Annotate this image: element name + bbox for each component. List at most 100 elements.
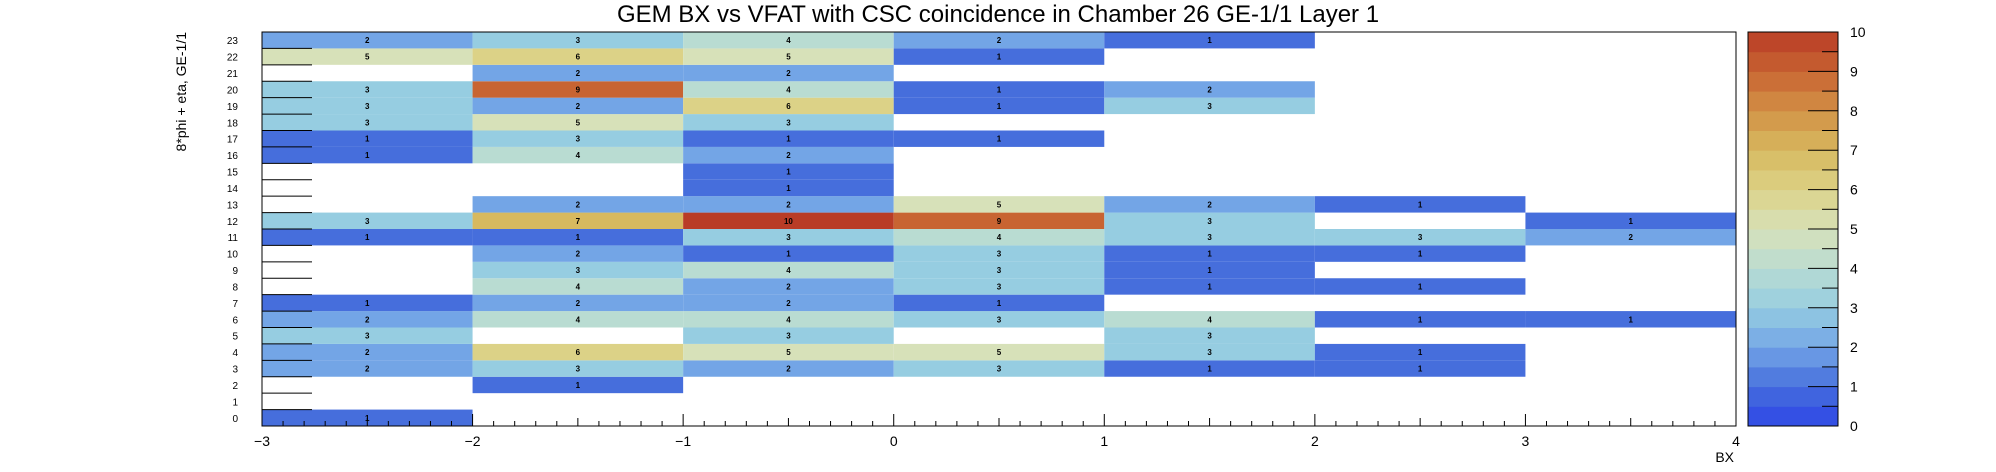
cell-value-label: 1 bbox=[997, 53, 1002, 62]
cell-value-label: 5 bbox=[786, 53, 791, 62]
cell-value-label: 2 bbox=[1207, 200, 1212, 209]
cell-value-label: 3 bbox=[365, 118, 370, 127]
y-tick-label: 23 bbox=[227, 36, 239, 47]
cell-value-label: 2 bbox=[365, 36, 370, 45]
cell-value-label: 1 bbox=[997, 299, 1002, 308]
cell-value-label: 1 bbox=[1207, 365, 1212, 374]
cell-value-label: 3 bbox=[1207, 217, 1212, 226]
heatmap-cell bbox=[1104, 212, 1315, 229]
x-tick-label: 3 bbox=[1522, 433, 1530, 449]
y-tick-label: 17 bbox=[227, 135, 239, 146]
heatmap-cell bbox=[683, 278, 894, 295]
heatmap-cell bbox=[683, 294, 894, 312]
cell-value-label: 9 bbox=[576, 85, 581, 94]
colorbar-segment bbox=[1748, 406, 1838, 427]
colorbar-segment bbox=[1748, 307, 1838, 328]
heatmap-cell bbox=[1104, 81, 1315, 98]
colorbar-segment bbox=[1748, 366, 1838, 388]
heatmap-cell bbox=[1104, 229, 1315, 246]
heatmap-cell bbox=[472, 294, 684, 312]
heatmap-cell bbox=[262, 343, 473, 361]
colorbar-tick-label: 3 bbox=[1850, 300, 1858, 316]
heatmap-cell bbox=[262, 229, 473, 246]
cell-value-label: 4 bbox=[786, 36, 791, 45]
x-axis-label: BX bbox=[1715, 449, 1734, 465]
cell-value-label: 3 bbox=[786, 332, 791, 341]
y-tick-label: 5 bbox=[232, 332, 238, 343]
heatmap-cell bbox=[472, 360, 684, 377]
heatmap-cell bbox=[1104, 311, 1315, 328]
cell-value-label: 3 bbox=[576, 266, 581, 275]
cell-value-label: 2 bbox=[576, 200, 581, 209]
heatmap-cell bbox=[683, 97, 894, 115]
cell-value-label: 1 bbox=[786, 250, 791, 259]
heatmap-cell bbox=[472, 261, 684, 279]
heatmap-cell bbox=[472, 32, 684, 49]
y-tick-label: 1 bbox=[232, 397, 238, 408]
heatmap-cell bbox=[893, 81, 1105, 98]
cell-value-label: 2 bbox=[786, 365, 791, 374]
cell-value-label: 1 bbox=[1628, 217, 1633, 226]
heatmap-cell bbox=[472, 212, 684, 229]
heatmap-cell bbox=[1525, 212, 1736, 229]
cell-value-label: 2 bbox=[786, 200, 791, 209]
heatmap-cell bbox=[472, 196, 684, 213]
cell-value-label: 3 bbox=[1418, 233, 1423, 242]
cell-value-label: 2 bbox=[786, 151, 791, 160]
cell-value-label: 3 bbox=[576, 365, 581, 374]
cell-value-label: 2 bbox=[786, 299, 791, 308]
colorbar-tick-label: 6 bbox=[1850, 182, 1858, 198]
colorbar-segment bbox=[1748, 248, 1838, 269]
heatmap-cell bbox=[472, 81, 684, 98]
heatmap-cell bbox=[472, 97, 684, 115]
heatmap-cell bbox=[472, 48, 684, 65]
cell-value-label: 3 bbox=[365, 102, 370, 111]
heatmap-cell bbox=[262, 48, 473, 65]
cell-value-label: 7 bbox=[576, 217, 581, 226]
heatmap-cell bbox=[472, 146, 684, 164]
colorbar-tick-label: 5 bbox=[1850, 221, 1858, 237]
heatmap-cell bbox=[893, 278, 1105, 295]
heatmap-cell bbox=[893, 97, 1105, 115]
heatmap-cell bbox=[472, 64, 684, 82]
cell-value-label: 3 bbox=[365, 332, 370, 341]
heatmap-cell bbox=[1314, 311, 1526, 328]
heatmap-cells bbox=[262, 32, 1736, 426]
cell-value-label: 2 bbox=[365, 365, 370, 374]
heatmap-cell bbox=[472, 376, 684, 394]
heatmap-cell bbox=[1525, 229, 1736, 246]
y-tick-label: 22 bbox=[227, 53, 239, 64]
colorbar-tick-label: 8 bbox=[1850, 103, 1858, 119]
cell-value-label: 3 bbox=[1207, 233, 1212, 242]
heatmap-cell bbox=[683, 343, 894, 361]
cell-value-label: 3 bbox=[997, 282, 1002, 291]
heatmap-cell bbox=[893, 360, 1105, 377]
heatmap-cell bbox=[893, 48, 1105, 65]
cell-value-label: 2 bbox=[1628, 233, 1633, 242]
cell-value-label: 1 bbox=[997, 102, 1002, 111]
cell-value-label: 3 bbox=[997, 315, 1002, 324]
heatmap-cell bbox=[683, 48, 894, 65]
x-axis-tick-labels: −3 −2 −1 0 1 2 3 4 bbox=[254, 433, 1740, 449]
cell-value-label: 4 bbox=[576, 151, 581, 160]
heatmap-cell bbox=[472, 229, 684, 246]
cell-value-label: 4 bbox=[786, 266, 791, 275]
heatmap-cell bbox=[1314, 245, 1526, 262]
cell-value-label: 3 bbox=[1207, 348, 1212, 357]
heatmap-cell bbox=[683, 212, 894, 229]
colorbar-segment bbox=[1748, 288, 1838, 309]
cell-value-label: 4 bbox=[576, 315, 581, 324]
cell-value-label: 3 bbox=[576, 135, 581, 144]
heatmap-cell bbox=[262, 97, 473, 115]
heatmap-cell bbox=[893, 32, 1105, 49]
cell-value-label: 2 bbox=[576, 69, 581, 78]
heatmap-cell bbox=[262, 32, 473, 49]
heatmap-cell bbox=[1104, 97, 1315, 115]
cell-value-label: 3 bbox=[1207, 332, 1212, 341]
y-tick-label: 3 bbox=[232, 365, 238, 376]
cell-value-label: 10 bbox=[784, 217, 793, 226]
colorbar-segment bbox=[1748, 71, 1838, 92]
cell-value-label: 2 bbox=[786, 69, 791, 78]
y-tick-label: 6 bbox=[232, 315, 238, 326]
